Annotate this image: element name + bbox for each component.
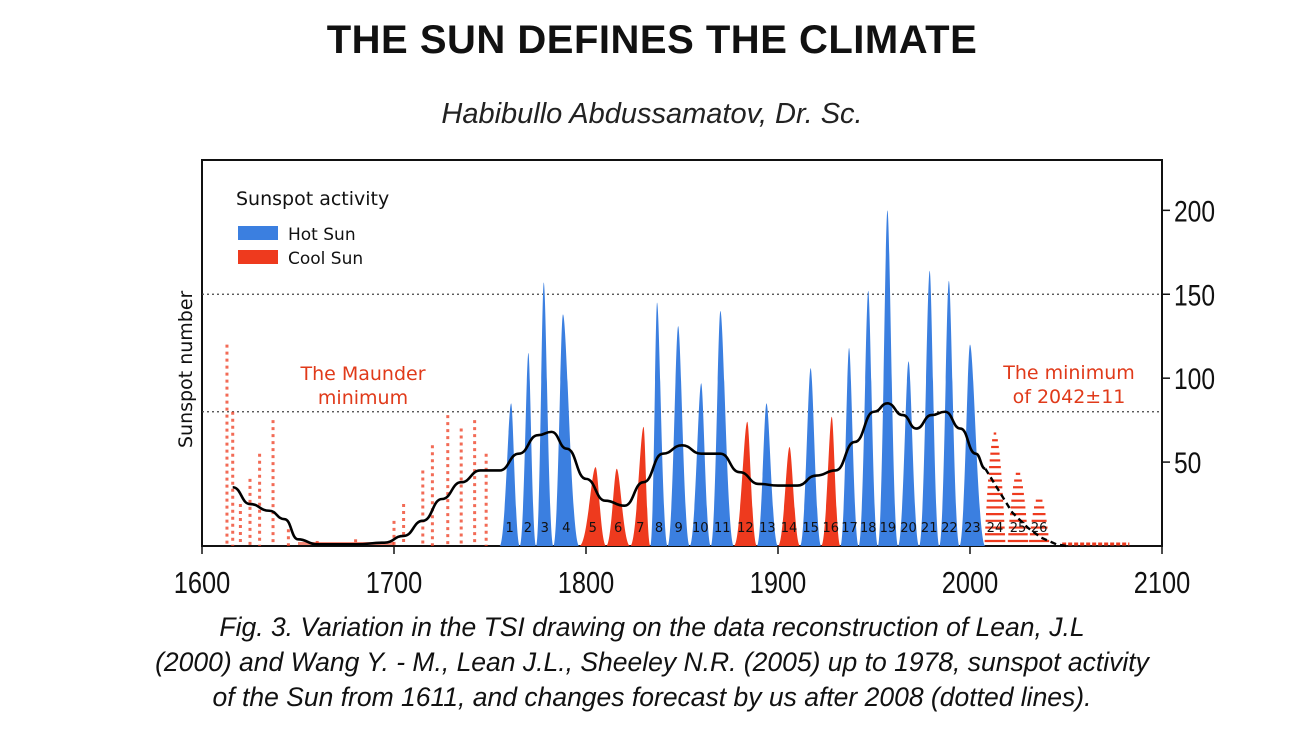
legend-label-cool: Cool Sun [288, 249, 363, 269]
y-tick-label: 150 [1174, 278, 1215, 312]
cycle-number: 13 [759, 521, 776, 536]
cycle-bar-14 [778, 446, 801, 546]
x-tick-label: 2100 [1134, 566, 1191, 601]
cycle-number: 22 [941, 521, 958, 536]
legend-label-hot: Hot Sun [288, 225, 356, 245]
x-tick-label: 1700 [366, 566, 423, 601]
cycle-bar-11 [710, 311, 734, 546]
cycle-bar-13 [756, 403, 778, 546]
cycle-number: 20 [900, 521, 917, 536]
y-tick-label: 100 [1174, 362, 1215, 396]
forecast-trend-line [984, 468, 1067, 548]
cycle-bar-23 [959, 344, 986, 546]
author-subtitle: Habibullo Abdussamatov, Dr. Sc. [441, 98, 863, 130]
y-tick-label: 50 [1174, 446, 1201, 480]
cycle-bar-9 [667, 326, 690, 546]
smoothed-trend-line [232, 402, 986, 546]
cycle-bar-2 [519, 353, 537, 546]
y-axis-label: Sunspot number [175, 290, 197, 448]
cycle-number: 19 [880, 521, 897, 536]
maunder-annotation: The Maunder minimum [299, 363, 425, 409]
caption-line: (2000) and Wang Y. - M., Lean J.L., Shee… [155, 647, 1149, 677]
trend-lines [232, 402, 1067, 548]
cycle-bar-6 [606, 468, 631, 546]
x-tick-label: 2000 [942, 566, 999, 601]
cycle-number: 17 [841, 521, 858, 536]
x-tick-label: 1600 [174, 566, 231, 601]
minimum-line-1: The minimum [1002, 362, 1135, 384]
cycle-bar-8 [650, 302, 668, 546]
cycle-number: 16 [823, 521, 840, 536]
forecast-cycle-number: 24 [987, 521, 1004, 536]
cycle-bar-7 [630, 426, 651, 546]
cycle-number: 3 [541, 521, 549, 536]
cycle-number: 8 [655, 521, 663, 536]
cycle-bar-15 [800, 368, 822, 546]
maunder-line-2: minimum [318, 387, 408, 409]
cycle-bar-19 [877, 210, 898, 546]
legend-swatch-hot [238, 226, 278, 240]
cycle-number: 11 [714, 521, 731, 536]
cycle-bar-16 [821, 416, 841, 546]
forecast-bars [984, 432, 1130, 546]
cycle-bar-20 [898, 361, 920, 546]
minimum-line-2: of 2042±11 [1013, 386, 1126, 408]
legend: Sunspot activity Hot Sun Cool Sun [236, 188, 389, 269]
cycle-number: 18 [860, 521, 877, 536]
legend-swatch-cool [238, 250, 278, 264]
cycle-number: 12 [737, 521, 754, 536]
cycle-bar-5 [579, 467, 607, 546]
cycle-numbers: 1 2 3 4 5 6 7 8 9 10 11 12 13 14 15 16 17 18 19 20 21 22 23 24 2… [506, 521, 1048, 536]
x-axis: 1600 1700 1800 1900 2000 2100 [174, 546, 1191, 601]
cycle-number: 6 [614, 521, 622, 536]
cycle-bar-4 [553, 314, 580, 546]
cycle-number: 15 [802, 521, 819, 536]
cycle-number: 21 [921, 521, 938, 536]
x-tick-label: 1800 [558, 566, 615, 601]
forecast-cycle-number: 26 [1031, 521, 1048, 536]
cycle-number: 2 [524, 521, 532, 536]
cycle-bar-1 [499, 403, 520, 546]
caption-line: of the Sun from 1611, and changes foreca… [212, 682, 1092, 712]
cycle-number: 9 [674, 521, 682, 536]
x-tick-label: 1900 [750, 566, 807, 601]
minimum-2042-annotation: The minimum of 2042±11 [1002, 362, 1135, 408]
caption-line: Fig. 3. Variation in the TSI drawing on … [219, 612, 1085, 642]
cycle-number: 5 [589, 521, 597, 536]
cycle-number: 7 [636, 521, 644, 536]
legend-title: Sunspot activity [236, 188, 389, 210]
y-tick-label: 200 [1174, 194, 1215, 228]
cycle-bar-12 [733, 421, 757, 546]
cycle-number: 23 [964, 521, 981, 536]
page-title: THE SUN DEFINES THE CLIMATE [326, 18, 978, 62]
forecast-cycle-number: 25 [1010, 521, 1027, 536]
cycle-number: 14 [781, 521, 798, 536]
maunder-line-1: The Maunder [299, 363, 425, 385]
cycle-number: 1 [506, 521, 514, 536]
cycle-bar-3 [536, 282, 554, 546]
cycle-bar-10 [689, 383, 711, 546]
y-axis: 50 100 150 200 [1162, 194, 1215, 480]
figure-caption: Fig. 3. Variation in the TSI drawing on … [40, 610, 1264, 715]
cycle-number: 10 [692, 521, 709, 536]
cycle-number: 4 [562, 521, 570, 536]
cycle-bar-21 [919, 270, 940, 546]
